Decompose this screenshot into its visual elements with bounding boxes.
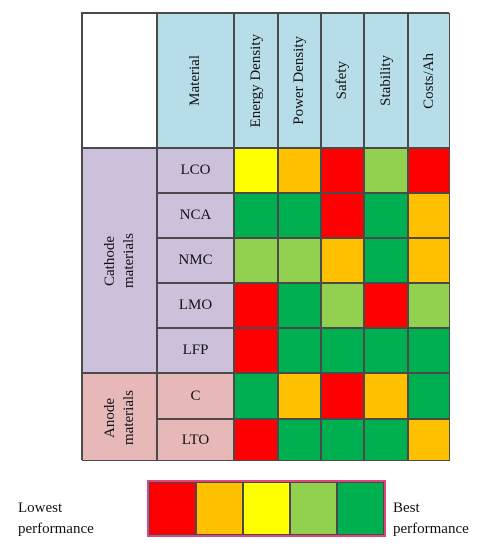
material-header: Material [157,13,234,148]
score-cell-lmo-energy-density [234,283,278,328]
score-cell-lco-energy-density [234,148,278,193]
group-label-cathode: Cathode materials [82,148,157,373]
score-cell-c-costs [408,373,450,419]
score-cell-c-safety [321,373,364,419]
group-label-text: Anode materials [101,389,137,445]
score-cell-lfp-safety [321,328,364,373]
legend-swatch-2 [196,482,243,535]
group-label-anode: Anode materials [82,373,157,461]
score-cell-lfp-costs [408,328,450,373]
legend-lowest-label: Lowest performance [18,498,94,540]
performance-table: Material Energy Density Power Density Sa… [81,12,450,461]
score-cell-c-energy-density [234,373,278,419]
score-cell-nca-power-density [278,193,321,238]
corner-cell [82,13,157,148]
score-cell-lfp-power-density [278,328,321,373]
score-cell-c-power-density [278,373,321,419]
score-cell-lto-stability [364,419,408,461]
score-cell-nmc-power-density [278,238,321,283]
score-cell-nca-safety [321,193,364,238]
column-header-label: Power Density [291,36,307,125]
score-cell-lto-power-density [278,419,321,461]
score-cell-lto-safety [321,419,364,461]
column-header-label: Safety [334,61,350,100]
material-cell: LTO [157,419,234,461]
score-cell-nmc-costs [408,238,450,283]
material-cell: LFP [157,328,234,373]
score-cell-lco-costs [408,148,450,193]
score-cell-lfp-energy-density [234,328,278,373]
column-header-power-density: Power Density [278,13,321,148]
score-cell-lco-stability [364,148,408,193]
score-cell-nmc-energy-density [234,238,278,283]
score-cell-nca-costs [408,193,450,238]
score-cell-lco-power-density [278,148,321,193]
column-header-stability: Stability [364,13,408,148]
score-cell-lco-safety [321,148,364,193]
material-cell: LCO [157,148,234,193]
column-header-label: Costs/Ah [420,52,437,109]
score-cell-lmo-safety [321,283,364,328]
legend-lowest-text: Lowest performance [18,500,94,537]
material-cell: NCA [157,193,234,238]
column-header-costs: Costs/Ah [408,13,450,148]
legend-color-scale [147,480,386,537]
column-header-label: Energy Density [247,33,264,128]
legend-swatch-5 [337,482,384,535]
score-cell-c-stability [364,373,408,419]
score-cell-nmc-safety [321,238,364,283]
column-header-energy-density: Energy Density [234,13,278,148]
score-cell-lto-energy-density [234,419,278,461]
legend-best-text: Best performance [393,500,469,537]
legend-swatch-4 [290,482,337,535]
material-cell: NMC [157,238,234,283]
material-header-label: Material [187,55,203,106]
score-cell-nca-stability [364,193,408,238]
legend-swatch-3 [243,482,290,535]
score-cell-lmo-costs [408,283,450,328]
column-header-safety: Safety [321,13,364,148]
score-cell-nca-energy-density [234,193,278,238]
score-cell-lmo-stability [364,283,408,328]
group-label-text: Cathode materials [101,233,137,288]
legend-best-label: Best performance [393,498,469,540]
score-cell-lto-costs [408,419,450,461]
material-cell: LMO [157,283,234,328]
legend-swatch-1 [149,482,196,535]
score-cell-lfp-stability [364,328,408,373]
column-header-label: Stability [377,55,394,106]
score-cell-nmc-stability [364,238,408,283]
material-cell: C [157,373,234,419]
score-cell-lmo-power-density [278,283,321,328]
